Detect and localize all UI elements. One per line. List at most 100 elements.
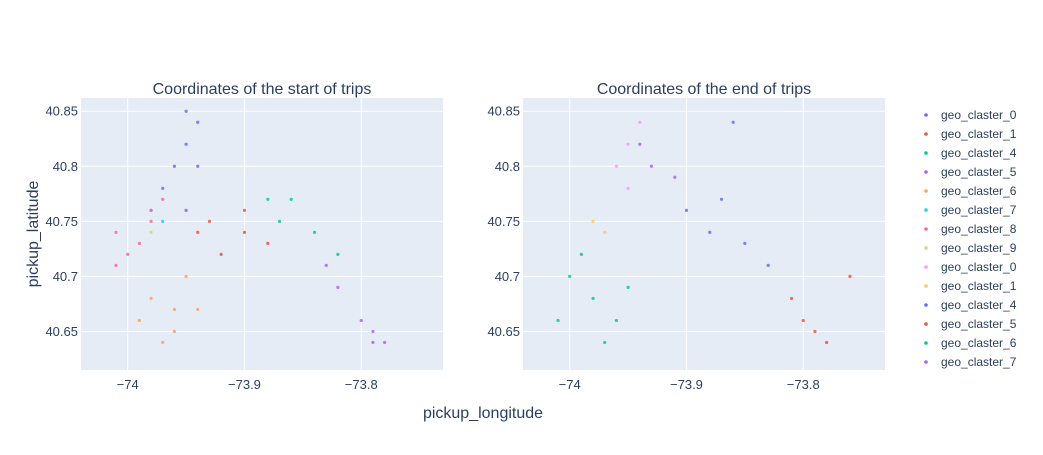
series-geo_claster_4 — [266, 197, 340, 256]
legend-label: geo_claster_8 — [941, 222, 1017, 236]
y-tick-label: 40.65 — [45, 324, 78, 339]
legend-item[interactable]: geo_claster_7 — [924, 203, 1017, 217]
data-point — [161, 340, 165, 345]
data-point — [149, 219, 153, 223]
subplot-title: Coordinates of the start of trips — [153, 81, 372, 98]
data-point — [371, 329, 375, 334]
legend-item[interactable]: geo_claster_1 — [924, 279, 1017, 293]
data-point — [614, 318, 619, 323]
data-point — [719, 197, 724, 201]
legend-item[interactable]: geo_claster_8 — [924, 222, 1017, 236]
plot-area — [523, 98, 885, 370]
y-tick-label: 40.85 — [487, 104, 520, 119]
legend-label: geo_claster_9 — [941, 241, 1017, 255]
data-point — [673, 175, 677, 179]
legend-item[interactable]: geo_claster_4 — [924, 298, 1017, 312]
data-point — [638, 120, 642, 124]
legend-marker — [924, 208, 928, 212]
legend-label: geo_claster_6 — [941, 336, 1017, 350]
data-point — [383, 340, 387, 345]
data-point — [149, 296, 153, 301]
data-point — [114, 263, 118, 267]
x-tick-label: −73.9 — [670, 377, 703, 392]
data-point — [649, 164, 654, 168]
data-point — [149, 208, 153, 212]
data-point — [579, 252, 583, 256]
data-point — [149, 230, 153, 234]
data-point — [731, 120, 735, 124]
data-point — [242, 230, 247, 234]
data-point — [289, 197, 293, 201]
y-tick-label: 40.8 — [53, 159, 78, 174]
x-tick-label: −74 — [117, 377, 139, 392]
y-tick-label: 40.65 — [487, 324, 520, 339]
data-point — [172, 164, 177, 168]
legend: geo_claster_0geo_claster_1geo_claster_4g… — [924, 108, 1017, 369]
legend-item[interactable]: geo_claster_1 — [924, 127, 1017, 141]
series-geo_claster_1 — [196, 208, 270, 256]
data-point — [324, 263, 328, 267]
data-point — [196, 120, 200, 124]
data-point — [172, 329, 177, 334]
data-point — [684, 208, 689, 212]
legend-marker — [924, 284, 928, 288]
data-point — [266, 197, 270, 201]
data-point — [277, 219, 282, 223]
data-point — [813, 329, 817, 334]
data-point — [266, 241, 270, 245]
legend-marker — [924, 113, 928, 117]
legend-label: geo_claster_1 — [941, 127, 1017, 141]
legend-marker — [924, 189, 928, 193]
legend-label: geo_claster_7 — [941, 355, 1017, 369]
legend-item[interactable]: geo_claster_6 — [924, 184, 1017, 198]
series-geo_claster_5 — [789, 274, 852, 345]
data-point — [184, 109, 188, 113]
series-geo_claster_1 — [591, 219, 607, 234]
legend-item[interactable]: geo_claster_4 — [924, 146, 1017, 160]
data-point — [638, 142, 642, 146]
data-point — [184, 142, 188, 146]
y-tick-label: 40.7 — [53, 269, 78, 284]
data-point — [591, 219, 595, 223]
data-point — [801, 318, 805, 323]
legend-item[interactable]: geo_claster_6 — [924, 336, 1017, 350]
series-geo_claster_5 — [324, 263, 387, 345]
legend-marker — [924, 322, 928, 326]
plot-area — [81, 98, 443, 370]
series-geo_claster_6 — [556, 252, 630, 345]
data-point — [196, 164, 200, 168]
legend-item[interactable]: geo_claster_0 — [924, 260, 1017, 274]
data-point — [184, 208, 188, 212]
data-point — [126, 252, 130, 256]
data-point — [626, 186, 630, 190]
x-tick-label: −73.8 — [787, 377, 820, 392]
legend-item[interactable]: geo_claster_9 — [924, 241, 1017, 255]
data-point — [371, 340, 375, 345]
legend-marker — [924, 360, 928, 364]
data-point — [626, 142, 630, 146]
data-point — [207, 219, 212, 223]
legend-label: geo_claster_7 — [941, 203, 1017, 217]
legend-item[interactable]: geo_claster_5 — [924, 317, 1017, 331]
data-point — [312, 230, 317, 234]
legend-marker — [924, 227, 928, 231]
legend-marker — [924, 341, 928, 345]
data-point — [161, 197, 165, 201]
legend-item[interactable]: geo_claster_5 — [924, 165, 1017, 179]
y-tick-label: 40.85 — [45, 104, 78, 119]
data-point — [137, 318, 141, 323]
y-tick-label: 40.7 — [495, 269, 520, 284]
legend-label: geo_claster_4 — [941, 298, 1017, 312]
series-geo_claster_7 — [638, 142, 677, 179]
subplot-1: −74 −73.9 −73.8 40.65 40.7 40.75 40.8 40.85 Coor… — [45, 81, 443, 392]
legend-item[interactable]: geo_claster_7 — [924, 355, 1017, 369]
data-point — [825, 340, 829, 345]
y-tick-label: 40.75 — [487, 214, 520, 229]
subplot-title: Coordinates of the end of trips — [597, 81, 811, 98]
y-tick-label: 40.8 — [495, 159, 520, 174]
series-geo_claster_0 — [614, 120, 642, 190]
legend-label: geo_claster_5 — [941, 165, 1017, 179]
series-geo_claster_4 — [684, 120, 770, 267]
legend-item[interactable]: geo_claster_0 — [924, 108, 1017, 122]
